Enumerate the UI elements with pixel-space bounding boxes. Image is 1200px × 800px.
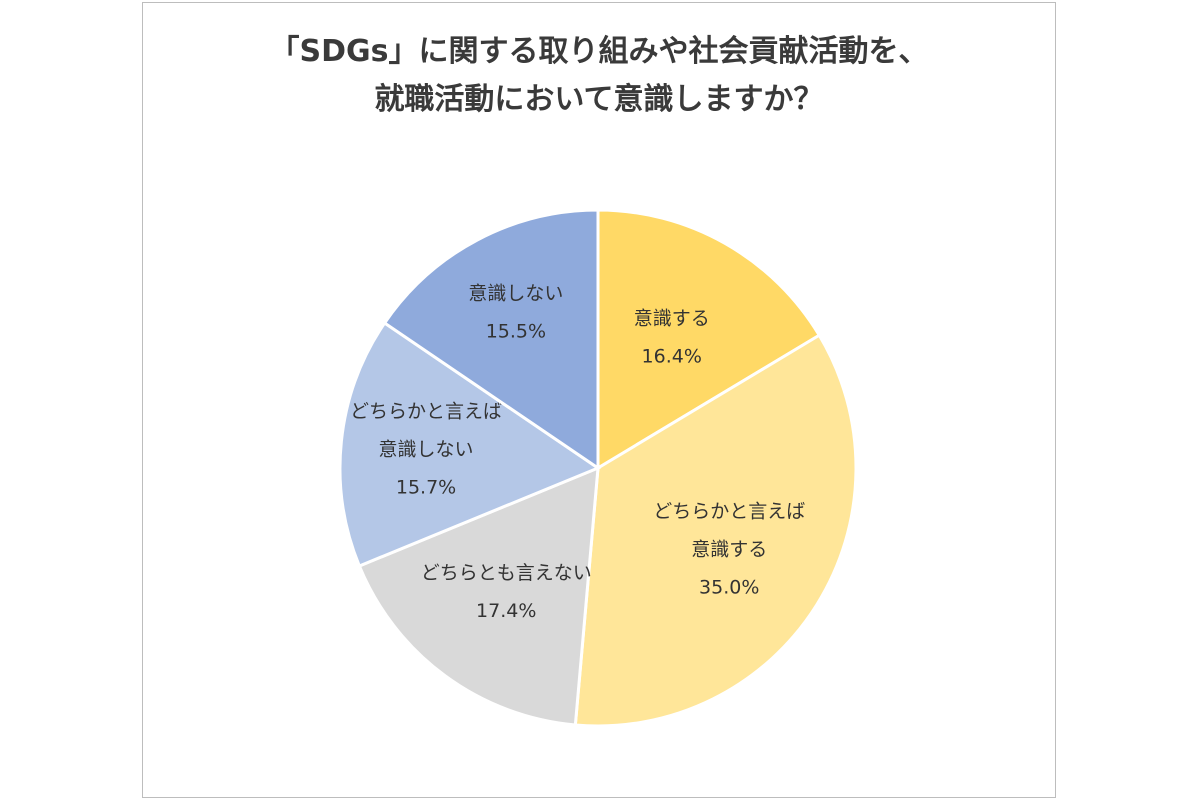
pie-slice-3	[357, 465, 600, 727]
slice-label-text-4-1: どちらかと言えば	[350, 401, 502, 423]
pie-slice-2	[573, 333, 858, 728]
slice-value-3: 17.4%	[476, 600, 536, 622]
slice-label-1: 意識する 16.4%	[634, 307, 710, 367]
slice-label-3: どちらとも言えない 17.4%	[421, 562, 592, 622]
pie-slice-4	[338, 320, 602, 568]
slice-label-text-4-2: 意識しない	[379, 439, 474, 461]
chart-title-line-2: 就職活動において意識しますか？	[374, 82, 824, 117]
slice-label-text-2-1: どちらかと言えば	[653, 501, 805, 523]
slice-label-text-3-1: どちらとも言えない	[421, 562, 592, 584]
slice-label-5: 意識しない 15.5%	[468, 282, 563, 342]
slice-value-4: 15.7%	[396, 477, 456, 499]
pie-slice-5	[382, 208, 600, 471]
slice-label-text-1-1: 意識する	[634, 307, 710, 329]
slice-label-text-2-2: 意識する	[691, 539, 767, 561]
chart-title-line-1: 「SDGs」に関する取り組みや社会貢献活動を、	[269, 34, 929, 69]
slice-value-1: 16.4%	[642, 345, 702, 367]
slice-value-2: 35.0%	[699, 577, 759, 599]
chart-title: 「SDGs」に関する取り組みや社会貢献活動を、 就職活動において意識しますか？	[142, 28, 1056, 124]
slice-value-5: 15.5%	[486, 320, 546, 342]
slice-label-text-5-1: 意識しない	[468, 282, 563, 304]
pie-slice-1	[596, 208, 822, 471]
